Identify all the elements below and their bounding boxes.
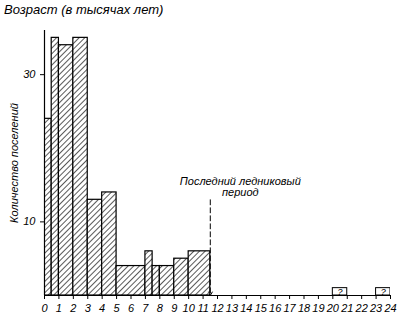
svg-text:10: 10 (23, 215, 36, 227)
svg-text:5: 5 (114, 302, 121, 314)
svg-text:3: 3 (85, 302, 92, 314)
svg-text:1: 1 (56, 302, 62, 314)
svg-text:12: 12 (211, 302, 223, 314)
svg-text:18: 18 (298, 302, 311, 314)
svg-text:14: 14 (240, 302, 252, 314)
svg-text:16: 16 (269, 302, 282, 314)
svg-text:9: 9 (171, 302, 177, 314)
svg-text:4: 4 (99, 302, 105, 314)
svg-text:20: 20 (326, 302, 340, 314)
svg-text:11: 11 (197, 302, 208, 314)
svg-text:23: 23 (369, 302, 383, 314)
svg-text:19: 19 (312, 302, 324, 314)
svg-text:21: 21 (340, 302, 353, 314)
svg-text:6: 6 (128, 302, 135, 314)
svg-text:30: 30 (23, 68, 36, 80)
svg-text:0: 0 (41, 302, 48, 314)
svg-text:Количество поселений: Количество поселений (8, 103, 20, 223)
svg-text:2: 2 (69, 302, 76, 314)
svg-text:15: 15 (255, 302, 268, 314)
svg-text:13: 13 (226, 302, 239, 314)
html-text:Возраст (в тысячах лет): Возраст (в тысячах лет) (4, 2, 164, 17)
svg-text:8: 8 (157, 302, 164, 314)
svg-text:Последний ледниковыйпериод: Последний ледниковыйпериод (180, 175, 301, 198)
svg-text:10: 10 (183, 302, 196, 314)
svg-text:24: 24 (383, 302, 396, 314)
svg-text:7: 7 (142, 302, 149, 314)
svg-text:17: 17 (283, 302, 296, 314)
svg-text:22: 22 (355, 302, 368, 314)
